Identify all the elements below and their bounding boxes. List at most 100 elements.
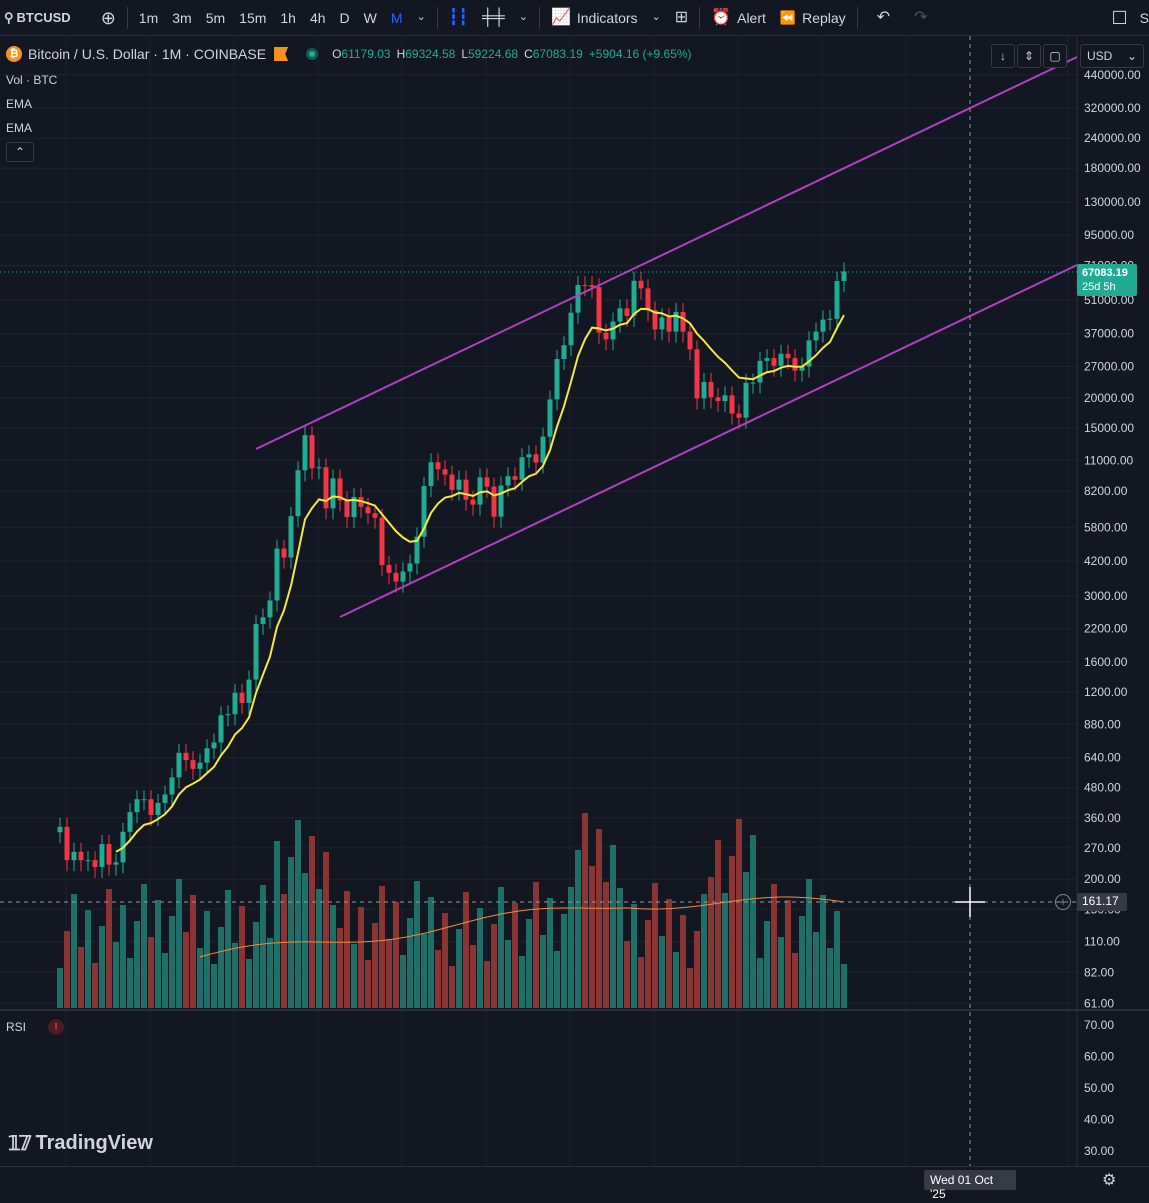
market-status-icon[interactable] bbox=[306, 48, 319, 60]
candle-body bbox=[148, 799, 154, 815]
candle-body bbox=[372, 513, 378, 518]
volume-bar bbox=[533, 882, 539, 1008]
candle-body bbox=[316, 467, 322, 469]
bars-icon: ╪╪ bbox=[482, 8, 505, 26]
ema-indicator-label-1[interactable]: EMA bbox=[6, 97, 33, 111]
volume-bar bbox=[652, 883, 658, 1008]
volume-bar bbox=[568, 887, 574, 1008]
warning-icon[interactable]: ! bbox=[48, 1019, 65, 1035]
last-price-tag: 67083.19 25d 5h bbox=[1077, 264, 1137, 296]
volume-bar bbox=[302, 873, 308, 1008]
interval-1m[interactable]: 1m bbox=[138, 9, 159, 26]
chart-type-button[interactable]: ┇┇ bbox=[442, 0, 475, 36]
candle-body bbox=[232, 692, 238, 715]
volume-bar bbox=[92, 963, 98, 1008]
volume-bar bbox=[442, 913, 448, 1008]
price-axis-label: 82.00 bbox=[1084, 965, 1114, 979]
candle-body bbox=[442, 469, 448, 475]
maximize-pane-button[interactable]: ▢ bbox=[1043, 44, 1067, 68]
collapse-legend-button[interactable]: ⌃ bbox=[6, 142, 34, 162]
indicators-dropdown[interactable]: ⌄ bbox=[645, 0, 668, 36]
volume-bar bbox=[589, 866, 595, 1008]
candle-body bbox=[715, 397, 721, 402]
channel-upper-line bbox=[255, 56, 1078, 450]
low-value: 59224.68 bbox=[468, 47, 519, 61]
volume-bar bbox=[750, 835, 756, 1008]
volume-bar bbox=[407, 918, 413, 1008]
candle-body bbox=[729, 395, 735, 414]
candle-body bbox=[533, 454, 539, 463]
tradingview-logo[interactable]: 𝟙𝟟 TradingView bbox=[8, 1131, 153, 1156]
volume-bar bbox=[764, 921, 770, 1008]
collapse-pane-button[interactable]: ⇕ bbox=[1017, 44, 1041, 68]
alert-button[interactable]: ⏰ Alert bbox=[704, 0, 773, 36]
volume-bar bbox=[379, 886, 385, 1008]
price-axis-label: 61.00 bbox=[1084, 996, 1114, 1010]
candle-body bbox=[512, 476, 518, 480]
volume-bar bbox=[617, 888, 623, 1008]
candle-body bbox=[813, 331, 819, 341]
bar-style-button[interactable]: ╪╪ bbox=[475, 0, 512, 36]
volume-bar bbox=[120, 905, 126, 1008]
move-down-button[interactable]: ↓ bbox=[991, 44, 1015, 68]
indicators-button[interactable]: 📈 Indicators bbox=[544, 0, 645, 36]
candle-body bbox=[764, 358, 770, 361]
candle-body bbox=[477, 477, 483, 505]
candle-body bbox=[491, 486, 497, 517]
replay-button[interactable]: ⏪ Replay bbox=[773, 0, 853, 36]
flag-icon[interactable] bbox=[274, 47, 289, 61]
volume-bar bbox=[477, 908, 483, 1008]
interval-3m[interactable]: 3m bbox=[172, 9, 192, 26]
volume-indicator-label[interactable]: Vol · BTC bbox=[6, 73, 58, 87]
symbol-title[interactable]: Bitcoin / U.S. Dollar · 1M · COINBASE bbox=[28, 46, 267, 62]
price-axis-label: 240000.00 bbox=[1084, 131, 1141, 145]
volume-bar bbox=[155, 900, 161, 1008]
interval-1h[interactable]: 1h bbox=[280, 9, 296, 26]
interval-dropdown[interactable]: ⌄ bbox=[410, 0, 433, 36]
layouts-button[interactable]: ⊞ bbox=[668, 0, 695, 36]
fullscreen-button[interactable]: ☐ bbox=[1105, 0, 1128, 36]
time-axis[interactable] bbox=[0, 1166, 1149, 1203]
candle-body bbox=[281, 548, 287, 558]
symbol-search-button[interactable]: ⚲ BTCUSD bbox=[0, 0, 78, 36]
volume-bar bbox=[232, 943, 238, 1008]
volume-bar bbox=[127, 958, 133, 1008]
interval-4h[interactable]: 4h bbox=[309, 9, 326, 26]
price-axis-label: 1200.00 bbox=[1084, 685, 1128, 699]
price-axis-label: 15000.00 bbox=[1084, 421, 1134, 435]
top-toolbar: ⚲ BTCUSD ⊕ 1m 3m 5m 15m 1h 4h D W M ⌄ ┇┇… bbox=[0, 0, 1149, 36]
interval-d[interactable]: D bbox=[339, 9, 350, 26]
interval-15m[interactable]: 15m bbox=[239, 9, 267, 26]
volume-bar bbox=[827, 948, 833, 1008]
volume-bar bbox=[225, 890, 231, 1008]
interval-m[interactable]: M bbox=[390, 9, 403, 26]
rsi-indicator-label[interactable]: RSI ! bbox=[6, 1019, 65, 1035]
chart-style-dropdown[interactable]: ⌄ bbox=[512, 0, 535, 36]
candle-body bbox=[498, 485, 504, 517]
ema-indicator-label-2[interactable]: EMA bbox=[6, 121, 33, 135]
interval-5m[interactable]: 5m bbox=[205, 9, 226, 26]
price-axis-label: 320000.00 bbox=[1084, 101, 1141, 115]
currency-select[interactable]: USD ⌄ bbox=[1080, 44, 1144, 68]
interval-w[interactable]: W bbox=[363, 9, 377, 26]
compare-symbol-button[interactable]: ⊕ bbox=[94, 0, 123, 36]
volume-bar bbox=[687, 968, 693, 1008]
candle-body bbox=[302, 435, 308, 471]
candle-body bbox=[554, 359, 560, 400]
candle-body bbox=[393, 572, 399, 582]
volume-bar bbox=[141, 884, 147, 1008]
candle-body bbox=[505, 476, 511, 486]
candle-body bbox=[484, 477, 490, 487]
chart-pane[interactable]: 440000.00 320000.00 240000.00 180000.00 1300… bbox=[0, 36, 1149, 1167]
volume-bar bbox=[470, 945, 476, 1008]
gear-icon[interactable]: ⚙ bbox=[1102, 1172, 1117, 1189]
price-chart[interactable]: 440000.00 320000.00 240000.00 180000.00 1300… bbox=[0, 36, 1149, 1167]
candle-body bbox=[575, 284, 581, 313]
volume-bar bbox=[78, 947, 84, 1008]
undo-button[interactable]: ↶ bbox=[870, 0, 897, 36]
redo-button[interactable]: ↷ bbox=[907, 0, 934, 36]
add-alert-plus-icon[interactable]: + bbox=[1055, 894, 1071, 910]
volume-bar bbox=[134, 921, 140, 1008]
candle-body bbox=[470, 499, 476, 505]
low-key: L bbox=[461, 47, 468, 61]
